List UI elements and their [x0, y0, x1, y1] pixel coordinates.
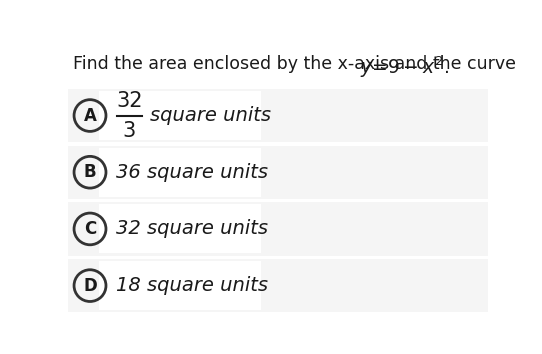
Text: 3: 3: [123, 120, 136, 141]
FancyBboxPatch shape: [99, 261, 261, 310]
Text: 36 square units: 36 square units: [116, 163, 268, 182]
FancyBboxPatch shape: [68, 89, 488, 142]
Text: 32 square units: 32 square units: [116, 219, 268, 239]
FancyBboxPatch shape: [68, 145, 488, 199]
Text: A: A: [83, 107, 96, 125]
Text: 18 square units: 18 square units: [116, 276, 268, 295]
FancyBboxPatch shape: [99, 204, 261, 253]
Text: square units: square units: [150, 106, 270, 125]
Text: B: B: [83, 163, 96, 181]
FancyBboxPatch shape: [99, 91, 261, 140]
Text: Find the area enclosed by the x-axis and the curve: Find the area enclosed by the x-axis and…: [73, 55, 522, 73]
Text: 32: 32: [116, 91, 143, 110]
FancyBboxPatch shape: [68, 259, 488, 312]
Text: C: C: [84, 220, 96, 238]
FancyBboxPatch shape: [99, 148, 261, 197]
FancyBboxPatch shape: [68, 202, 488, 256]
Text: D: D: [83, 276, 97, 295]
Text: $\mathit{y}$=$\mathit{9-x^2}$.: $\mathit{y}$=$\mathit{9-x^2}$.: [360, 55, 449, 80]
